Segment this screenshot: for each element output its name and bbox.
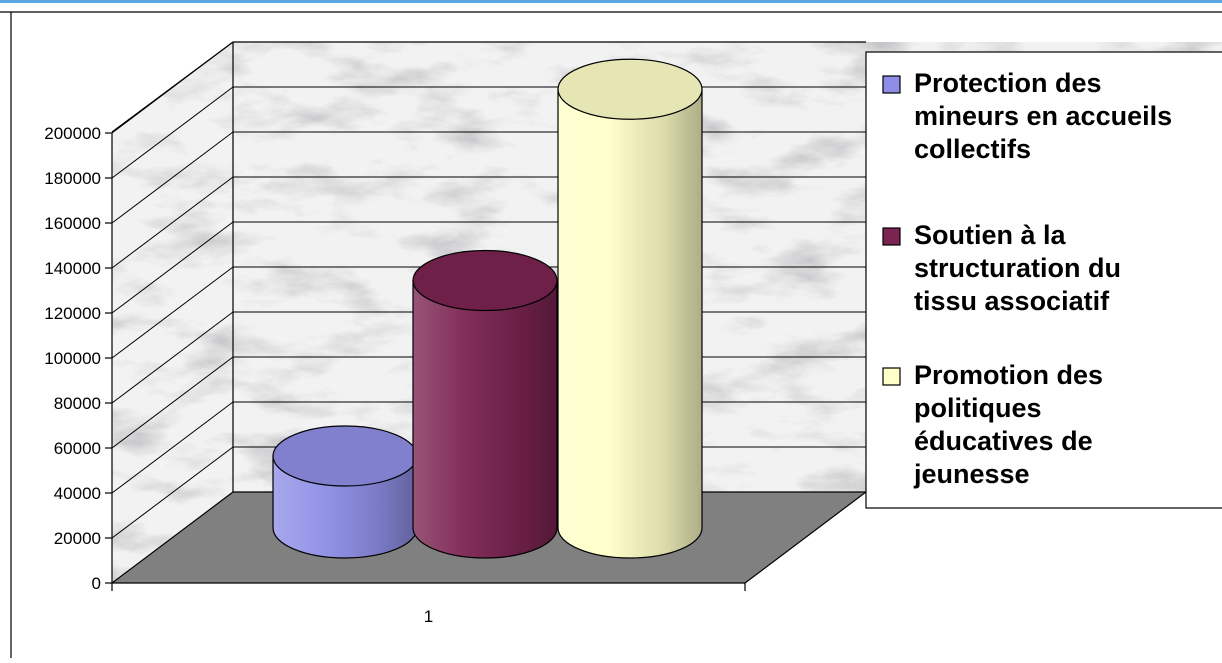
y-axis: 0 20000 40000 60000 80000 100000 120000 140000 1… — [44, 124, 113, 593]
legend: Protection des mineurs en accueils collect… — [865, 51, 1222, 509]
y-tick-label: 100000 — [44, 349, 101, 368]
bar-cylinder-body — [412, 279, 558, 559]
legend-entry-3: Promotion des politiques éducatives de jeun… — [882, 360, 1103, 489]
bar-cylinder-1 — [272, 425, 418, 559]
bar-cylinder-body — [557, 88, 703, 559]
bar-cylinder-top — [557, 58, 703, 120]
legend-swatch — [882, 367, 901, 386]
legend-label: Soutien à la structuration du tissu associ… — [914, 220, 1121, 316]
y-tick-label: 0 — [92, 574, 101, 593]
y-tick-label: 60000 — [54, 439, 101, 458]
bar-cylinder-2 — [412, 249, 558, 559]
y-tick-label: 20000 — [54, 529, 101, 548]
y-tick-label: 140000 — [44, 259, 101, 278]
bar-cylinder-3 — [557, 58, 703, 559]
legend-swatch — [882, 227, 901, 246]
x-tick-label: 1 — [424, 607, 433, 626]
gridline-side — [111, 446, 234, 539]
bar-cylinder-top — [412, 249, 558, 312]
y-tick-label: 200000 — [44, 124, 101, 143]
y-tick-label: 80000 — [54, 394, 101, 413]
top-accent-bar — [0, 0, 1222, 3]
gridline-side — [111, 401, 234, 494]
gridline-side — [111, 356, 234, 449]
x-axis: 1 — [111, 583, 746, 626]
y-tick-label: 120000 — [44, 304, 101, 323]
gridline-side — [111, 176, 234, 269]
legend-entry-1: Protection des mineurs en accueils collect… — [882, 68, 1172, 164]
gridline-side — [111, 221, 234, 314]
y-tick-label: 180000 — [44, 169, 101, 188]
gridline-side — [111, 131, 234, 224]
gridline-side — [111, 86, 234, 179]
bars — [272, 58, 703, 559]
legend-label: Promotion des politiques éducatives de jeun… — [913, 360, 1103, 489]
legend-box — [865, 51, 1222, 509]
legend-swatch — [882, 75, 901, 94]
y-tick-label: 40000 — [54, 484, 101, 503]
bar-cylinder-top — [272, 425, 418, 487]
y-tick-label: 160000 — [44, 214, 101, 233]
gridline-side — [111, 311, 234, 404]
gridline-side — [111, 266, 234, 359]
legend-entry-2: Soutien à la structuration du tissu associ… — [882, 220, 1121, 316]
legend-label: Protection des mineurs en accueils collect… — [914, 68, 1172, 164]
